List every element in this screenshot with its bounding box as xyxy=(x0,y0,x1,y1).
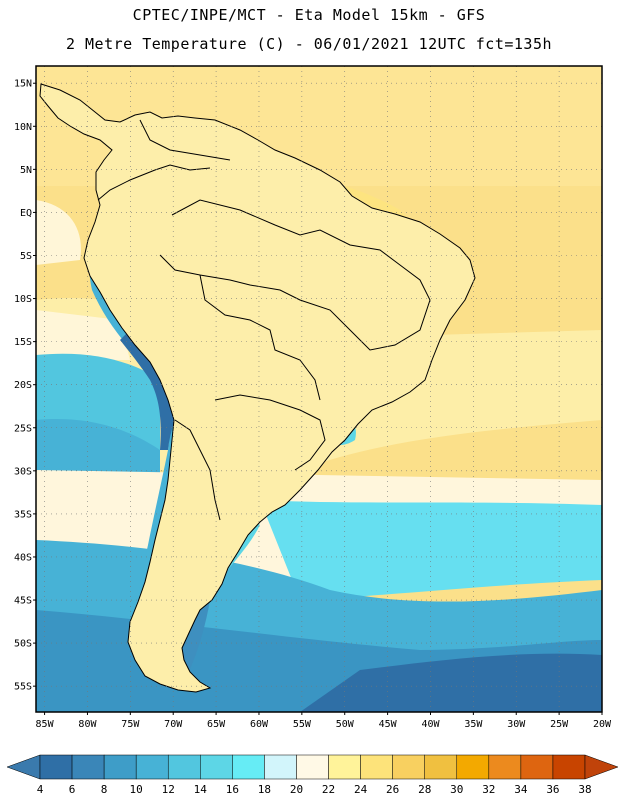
lat-label: 10S xyxy=(14,294,32,305)
colorbar: 4 6 8 10 12 14 16 18 20 22 24 26 28 30 32 34 36 38 xyxy=(6,754,618,796)
colorbar-swatch xyxy=(328,754,361,780)
field-southern-ocean-coldest xyxy=(300,653,602,712)
longitude-labels: 85W 80W 75W 70W 65W 60W 55W 50W 45W 40W 35W 30W 25W 2… xyxy=(36,712,612,730)
colorbar-swatch xyxy=(167,754,201,780)
colorbar-swatch xyxy=(103,754,137,780)
colorbar-swatch xyxy=(488,754,522,780)
colorbar-label: 16 xyxy=(226,783,239,796)
colorbar-label: 8 xyxy=(101,783,108,796)
colorbar-swatch xyxy=(552,754,586,780)
lon-label: 45W xyxy=(379,719,398,730)
map-title-line2: 2 Metre Temperature (C) - 06/01/2021 12U… xyxy=(65,35,553,53)
lon-label: 75W xyxy=(121,719,140,730)
colorbar-label: 34 xyxy=(514,783,528,796)
colorbar-label: 30 xyxy=(450,783,463,796)
colorbar-label: 14 xyxy=(194,783,208,796)
lat-label: 15N xyxy=(14,79,32,90)
colorbar-swatch xyxy=(296,754,329,780)
field-altiplano-coldest xyxy=(120,330,185,450)
colorbar-label: 32 xyxy=(482,783,495,796)
lat-label: 35S xyxy=(14,509,32,520)
colorbar-swatch xyxy=(424,754,458,780)
colorbar-label: 38 xyxy=(578,783,591,796)
colorbar-swatch xyxy=(520,754,554,780)
colorbar-label: 12 xyxy=(162,783,175,796)
colorbar-label: 28 xyxy=(418,783,431,796)
lat-label: 50S xyxy=(14,639,32,650)
lon-label: 55W xyxy=(293,719,312,730)
colorbar-label: 36 xyxy=(546,783,559,796)
colorbar-swatch xyxy=(456,754,490,780)
lat-label: 5N xyxy=(20,165,32,176)
coastlines xyxy=(39,83,476,693)
border-lines xyxy=(159,199,431,351)
lon-label: 60W xyxy=(250,719,269,730)
lat-label: 10N xyxy=(14,122,32,133)
lat-label: 15S xyxy=(14,337,32,348)
colorbar-label: 22 xyxy=(322,783,335,796)
border-andes-argentina xyxy=(174,419,221,521)
colorbar-swatch xyxy=(232,754,265,780)
colorbar-swatch xyxy=(39,754,73,780)
colorbar-swatch xyxy=(360,754,393,780)
border-lines-south xyxy=(199,274,321,401)
lon-label: 30W xyxy=(507,719,526,730)
border-venezuela xyxy=(139,119,231,161)
colorbar-label: 24 xyxy=(354,783,368,796)
lon-label: 35W xyxy=(464,719,483,730)
map-title-line1: CPTEC/INPE/MCT - Eta Model 15km - GFS xyxy=(132,6,486,24)
lat-label: 5S xyxy=(20,251,32,262)
lon-label: 40W xyxy=(421,719,440,730)
lon-label: 85W xyxy=(36,719,55,730)
lat-label: EQ xyxy=(20,208,32,219)
lon-label: 65W xyxy=(207,719,226,730)
colorbar-swatch xyxy=(135,754,169,780)
lat-label: 45S xyxy=(14,596,32,607)
colorbar-label: 6 xyxy=(69,783,76,796)
colorbar-arrow-low xyxy=(6,754,41,780)
colorbar-arrow-high xyxy=(584,754,618,780)
lon-label: 20W xyxy=(593,719,612,730)
colorbar-swatch xyxy=(264,754,297,780)
field-humboldt-mild xyxy=(36,200,81,265)
colorbar-label: 18 xyxy=(258,783,271,796)
lat-label: 40S xyxy=(14,552,32,563)
lat-label: 20S xyxy=(14,380,32,391)
border-lines-plata xyxy=(214,394,326,471)
colorbar-swatch xyxy=(392,754,425,780)
field-pacific-subtropic xyxy=(36,310,130,360)
lon-label: 25W xyxy=(550,719,569,730)
field-south-atlantic-cool xyxy=(260,500,602,600)
colorbar-label: 26 xyxy=(386,783,399,796)
colorbar-swatch xyxy=(71,754,105,780)
colorbar-label: 20 xyxy=(290,783,303,796)
lon-label: 50W xyxy=(336,719,355,730)
colorbar-swatch xyxy=(200,754,233,780)
colorbar-label: 4 xyxy=(37,783,44,796)
lon-label: 80W xyxy=(78,719,97,730)
lat-label: 55S xyxy=(14,682,32,693)
lon-label: 70W xyxy=(164,719,183,730)
colorbar-label: 10 xyxy=(130,783,143,796)
map-frame xyxy=(35,65,603,713)
latitude-labels: 15N 10N 5N EQ 5S 10S 15S 20S 25S 30S 35S 40S 45S 50S 5… xyxy=(14,79,36,693)
lat-label: 30S xyxy=(14,466,32,477)
lat-label: 25S xyxy=(14,423,32,434)
border-north xyxy=(97,164,211,201)
